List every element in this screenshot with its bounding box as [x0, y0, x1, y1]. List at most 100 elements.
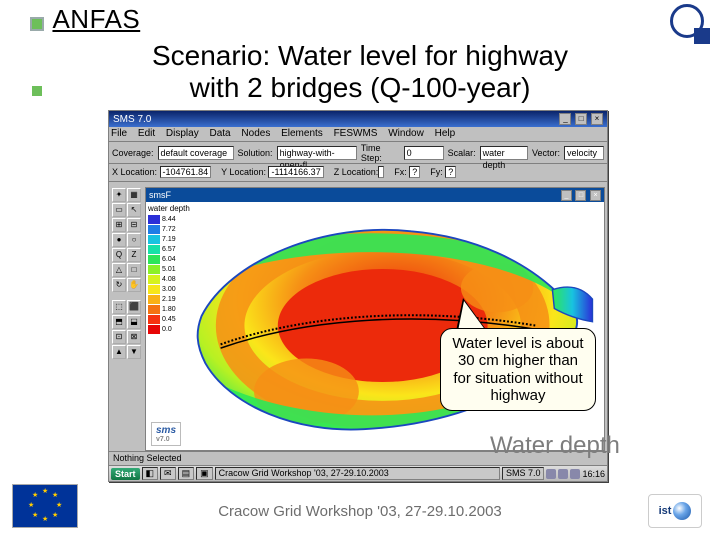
menu-elements[interactable]: Elements	[281, 128, 323, 139]
legend-value: 3.00	[162, 286, 176, 293]
legend-swatch-icon	[148, 265, 160, 274]
window-titlebar[interactable]: SMS 7.0 _ □ ×	[109, 111, 607, 127]
legend-swatch-icon	[148, 255, 160, 264]
tool-btn[interactable]: ▭	[112, 203, 126, 217]
menu-data[interactable]: Data	[210, 128, 231, 139]
zloc-field[interactable]	[378, 166, 384, 178]
scalar-dropdown[interactable]: water depth	[480, 146, 528, 160]
water-depth-label: Water depth	[490, 432, 620, 460]
viewport-titlebar[interactable]: smsF _ □ ×	[146, 188, 604, 202]
tool-btn[interactable]: ⬓	[127, 315, 141, 329]
sms-app-window: SMS 7.0 _ □ × File Edit Display Data Nod…	[108, 110, 608, 482]
menu-file[interactable]: File	[111, 128, 127, 139]
yloc-field[interactable]: -1114166.37	[268, 166, 323, 178]
legend-value: 6.57	[162, 246, 176, 253]
legend-swatch-icon	[148, 325, 160, 334]
tool-btn[interactable]: ⬛	[127, 300, 141, 314]
tray-icon[interactable]	[570, 469, 580, 479]
minimize-button[interactable]: _	[561, 190, 572, 201]
anfas-label: ANFAS	[52, 4, 140, 34]
legend-swatch-icon	[148, 225, 160, 234]
legend-swatch-icon	[148, 315, 160, 324]
fy-label: Fy:	[430, 167, 443, 177]
fx-field[interactable]: ?	[409, 166, 420, 178]
minimize-button[interactable]: _	[559, 113, 571, 125]
fx-label: Fx:	[394, 167, 407, 177]
legend-value: 0.45	[162, 316, 176, 323]
zloc-label: Z Location:	[334, 167, 379, 177]
tool-btn[interactable]: ▼	[127, 345, 141, 359]
menu-feswms[interactable]: FESWMS	[334, 128, 378, 139]
tool-palette: ✦▦ ▭↖ ⊞⊟ ●○ QZ △□ ↻✋ ⬚⬛ ⬒⬓ ⊡⊠ ▲▼	[111, 187, 143, 451]
tool-btn[interactable]: ⊠	[127, 330, 141, 344]
legend-row: 0.45	[148, 314, 190, 324]
footer-text: Cracow Grid Workshop '03, 27-29.10.2003	[0, 503, 720, 520]
xloc-field[interactable]: -104761.84	[160, 166, 212, 178]
legend-row: 3.00	[148, 284, 190, 294]
taskbar-button[interactable]: ✉	[160, 467, 176, 480]
maximize-button[interactable]: □	[575, 190, 586, 201]
slide-title-line1: Scenario: Water level for highway	[0, 40, 720, 72]
legend-row: 4.08	[148, 274, 190, 284]
tool-btn[interactable]: □	[127, 263, 141, 277]
fy-field[interactable]: ?	[445, 166, 456, 178]
menu-edit[interactable]: Edit	[138, 128, 155, 139]
coverage-dropdown[interactable]: default coverage	[158, 146, 234, 160]
taskbar-button[interactable]: SMS 7.0	[502, 467, 545, 480]
vector-label: Vector:	[532, 148, 560, 158]
tool-btn[interactable]: ⬒	[112, 315, 126, 329]
legend-row: 6.57	[148, 244, 190, 254]
timestep-dropdown[interactable]: 0	[404, 146, 444, 160]
tool-btn[interactable]: Q	[112, 248, 126, 262]
tool-btn[interactable]: ✦	[112, 188, 126, 202]
legend-swatch-icon	[148, 295, 160, 304]
close-button[interactable]: ×	[591, 113, 603, 125]
scalar-label: Scalar:	[448, 148, 476, 158]
slide-title-line2: with 2 bridges (Q-100-year)	[0, 72, 720, 104]
tool-btn[interactable]: ↖	[127, 203, 141, 217]
tray-icon[interactable]	[546, 469, 556, 479]
maximize-button[interactable]: □	[575, 113, 587, 125]
toolbar-coords: X Location: -104761.84 Y Location: -1114…	[109, 164, 607, 182]
tool-btn[interactable]: △	[112, 263, 126, 277]
tool-btn[interactable]: Z	[127, 248, 141, 262]
menu-nodes[interactable]: Nodes	[241, 128, 270, 139]
legend-row: 6.04	[148, 254, 190, 264]
tool-btn[interactable]: ○	[127, 233, 141, 247]
menu-help[interactable]: Help	[435, 128, 456, 139]
tool-btn[interactable]: ✋	[127, 278, 141, 292]
close-button[interactable]: ×	[590, 190, 601, 201]
tool-btn[interactable]: ⊞	[112, 218, 126, 232]
water-depth-map[interactable]	[192, 203, 602, 448]
taskbar-button[interactable]: Cracow Grid Workshop '03, 27-29.10.2003	[215, 467, 500, 480]
vector-dropdown[interactable]: velocity	[564, 146, 604, 160]
org-logo-icon	[670, 4, 710, 44]
viewport-window: smsF _ □ × water depth 8.447.727.196.576…	[145, 187, 605, 451]
ist-logo-icon: ist	[648, 494, 702, 528]
legend-row: 2.19	[148, 294, 190, 304]
solution-dropdown[interactable]: highway-with-open-fl	[277, 146, 357, 160]
menu-display[interactable]: Display	[166, 128, 199, 139]
timestep-label: Time Step:	[361, 143, 400, 163]
tool-btn[interactable]: ●	[112, 233, 126, 247]
yloc-label: Y Location:	[221, 167, 266, 177]
legend-value: 6.04	[162, 256, 176, 263]
tool-btn[interactable]: ⊟	[127, 218, 141, 232]
legend-swatch-icon	[148, 215, 160, 224]
taskbar-button[interactable]: ▣	[196, 467, 213, 480]
tool-btn[interactable]: ▲	[112, 345, 126, 359]
system-tray: 16:16	[546, 469, 605, 479]
tool-btn[interactable]: ⊡	[112, 330, 126, 344]
tool-btn[interactable]: ⬚	[112, 300, 126, 314]
menu-window[interactable]: Window	[388, 128, 424, 139]
legend-value: 4.08	[162, 276, 176, 283]
taskbar-button[interactable]: ▤	[178, 467, 195, 480]
start-button[interactable]: Start	[111, 468, 140, 480]
anfas-square-icon	[30, 17, 44, 31]
viewport-title: smsF	[149, 190, 171, 200]
tool-btn[interactable]: ▦	[127, 188, 141, 202]
taskbar-button[interactable]: ◧	[142, 467, 159, 480]
window-title: SMS 7.0	[113, 114, 151, 125]
tray-icon[interactable]	[558, 469, 568, 479]
tool-btn[interactable]: ↻	[112, 278, 126, 292]
